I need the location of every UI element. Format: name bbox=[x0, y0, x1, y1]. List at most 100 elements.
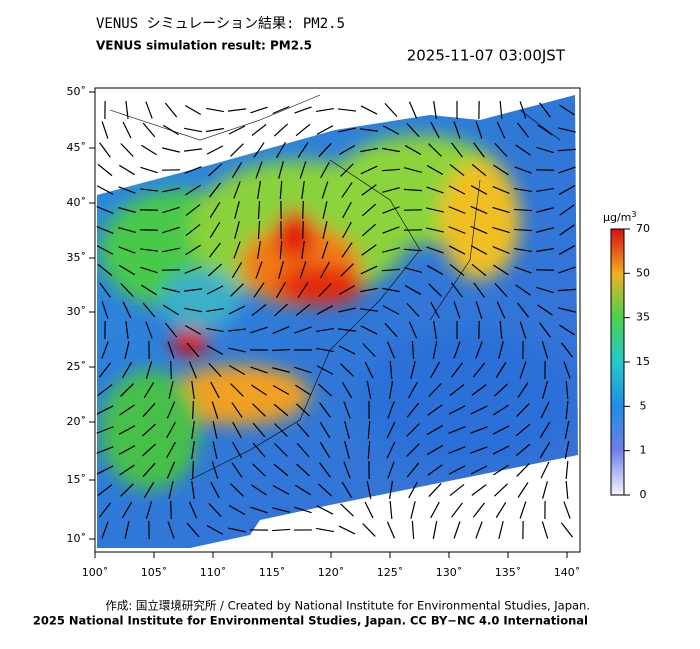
wind-arrow bbox=[541, 381, 549, 399]
wind-arrow bbox=[341, 381, 353, 399]
colorbar-unit: μg/m3 bbox=[603, 210, 637, 225]
wind-arrow bbox=[212, 441, 218, 459]
wind-arrow bbox=[451, 362, 463, 378]
wind-arrow bbox=[183, 148, 203, 152]
wind-arrow bbox=[382, 226, 400, 234]
wind-arrow bbox=[514, 247, 532, 253]
wind-arrow bbox=[471, 163, 487, 177]
lon-label: 105˚ bbox=[141, 566, 168, 579]
wind-arrow bbox=[96, 446, 114, 454]
wind-arrow bbox=[404, 145, 422, 155]
wind-arrow bbox=[228, 347, 246, 353]
wind-arrow bbox=[364, 361, 374, 379]
wind-arrow bbox=[232, 421, 242, 439]
wind-arrow bbox=[302, 220, 304, 240]
wind-arrow bbox=[565, 480, 569, 500]
wind-arrow bbox=[250, 326, 268, 334]
wind-arrow bbox=[191, 481, 195, 499]
wind-arrow bbox=[145, 361, 153, 379]
wind-arrow bbox=[230, 143, 244, 157]
wind-arrow bbox=[493, 264, 509, 276]
wind-arrow bbox=[539, 422, 551, 438]
wind-arrow bbox=[428, 143, 442, 157]
wind-arrow bbox=[338, 525, 356, 535]
wind-arrow bbox=[426, 227, 444, 233]
wind-arrow bbox=[470, 426, 488, 434]
lat-label: 25˚ bbox=[67, 360, 87, 373]
wind-arrow bbox=[228, 527, 246, 533]
wind-arrow bbox=[386, 341, 396, 359]
wind-arrow bbox=[139, 188, 159, 192]
wind-arrow bbox=[344, 441, 350, 459]
wind-arrow bbox=[387, 461, 395, 479]
wind-arrow bbox=[272, 507, 290, 513]
wind-arrow bbox=[453, 301, 461, 319]
wind-arrow bbox=[296, 442, 310, 458]
wind-arrow bbox=[426, 186, 444, 194]
wind-arrow bbox=[514, 166, 532, 174]
wind-arrow bbox=[403, 188, 423, 192]
wind-arrow bbox=[257, 220, 261, 240]
wind-arrow bbox=[360, 147, 378, 153]
wind-arrow bbox=[406, 443, 420, 457]
wind-arrow bbox=[496, 121, 506, 139]
wind-arrow bbox=[231, 462, 243, 478]
wind-arrow bbox=[118, 227, 136, 233]
wind-arrow bbox=[499, 320, 503, 340]
wind-arrow bbox=[492, 425, 510, 435]
wind-arrow bbox=[251, 484, 267, 496]
wind-arrow bbox=[515, 423, 531, 437]
wind-arrow bbox=[206, 345, 224, 355]
wind-arrow bbox=[295, 303, 311, 317]
wind-arrow bbox=[145, 321, 153, 339]
colorbar-label: 15 bbox=[636, 355, 650, 368]
wind-arrow bbox=[316, 125, 334, 135]
wind-arrow bbox=[387, 401, 395, 419]
wind-arrow bbox=[515, 443, 531, 457]
wind-arrow bbox=[513, 228, 533, 232]
wind-arrow bbox=[492, 246, 510, 254]
wind-arrow bbox=[209, 222, 221, 238]
wind-arrow bbox=[206, 145, 224, 155]
wind-arrow bbox=[253, 282, 265, 298]
wind-arrow bbox=[316, 347, 334, 353]
wind-arrow bbox=[97, 484, 113, 496]
wind-arrow bbox=[519, 501, 527, 519]
wind-arrow bbox=[206, 307, 224, 313]
unit: μg/m bbox=[603, 211, 631, 224]
wind-arrow bbox=[211, 401, 219, 419]
wind-arrow bbox=[322, 221, 328, 239]
wind-arrow bbox=[192, 460, 194, 480]
wind-arrow bbox=[206, 327, 224, 333]
axis-labels: 50˚ 45˚ 40˚ 35˚ 30˚ 25˚ 20˚ 15˚ 10˚ 100˚ 105˚ 110˚ 1… bbox=[67, 85, 581, 579]
wind-arrow bbox=[299, 261, 307, 279]
wind-arrow bbox=[451, 142, 463, 158]
wind-arrow bbox=[275, 281, 287, 299]
wind-arrow bbox=[170, 500, 172, 520]
wind-arrow bbox=[184, 104, 202, 116]
wind-arrow bbox=[386, 441, 396, 459]
lon-label: 130˚ bbox=[436, 566, 463, 579]
wind-arrow bbox=[294, 506, 312, 514]
wind-arrow bbox=[338, 127, 356, 133]
wind-arrow bbox=[322, 201, 328, 219]
wind-arrow bbox=[119, 404, 135, 416]
wind-arrow bbox=[295, 484, 311, 496]
wind-arrow bbox=[143, 481, 155, 499]
wind-arrow bbox=[301, 181, 305, 199]
colorbar-label: 0 bbox=[640, 488, 647, 501]
wind-arrow bbox=[403, 248, 423, 252]
wind-arrow bbox=[493, 404, 509, 416]
wind-arrow bbox=[166, 421, 176, 439]
wind-arrow bbox=[382, 247, 400, 253]
wind-arrow bbox=[430, 361, 440, 379]
wind-arrow bbox=[250, 366, 268, 374]
lat-label: 15˚ bbox=[67, 473, 87, 486]
wind-arrow bbox=[167, 521, 175, 539]
wind-arrow bbox=[475, 341, 483, 359]
wind-arrow bbox=[426, 246, 444, 254]
wind-arrow bbox=[408, 381, 418, 399]
wind-arrow bbox=[234, 221, 240, 239]
wind-arrow bbox=[164, 102, 178, 118]
wind-arrow bbox=[537, 304, 553, 316]
